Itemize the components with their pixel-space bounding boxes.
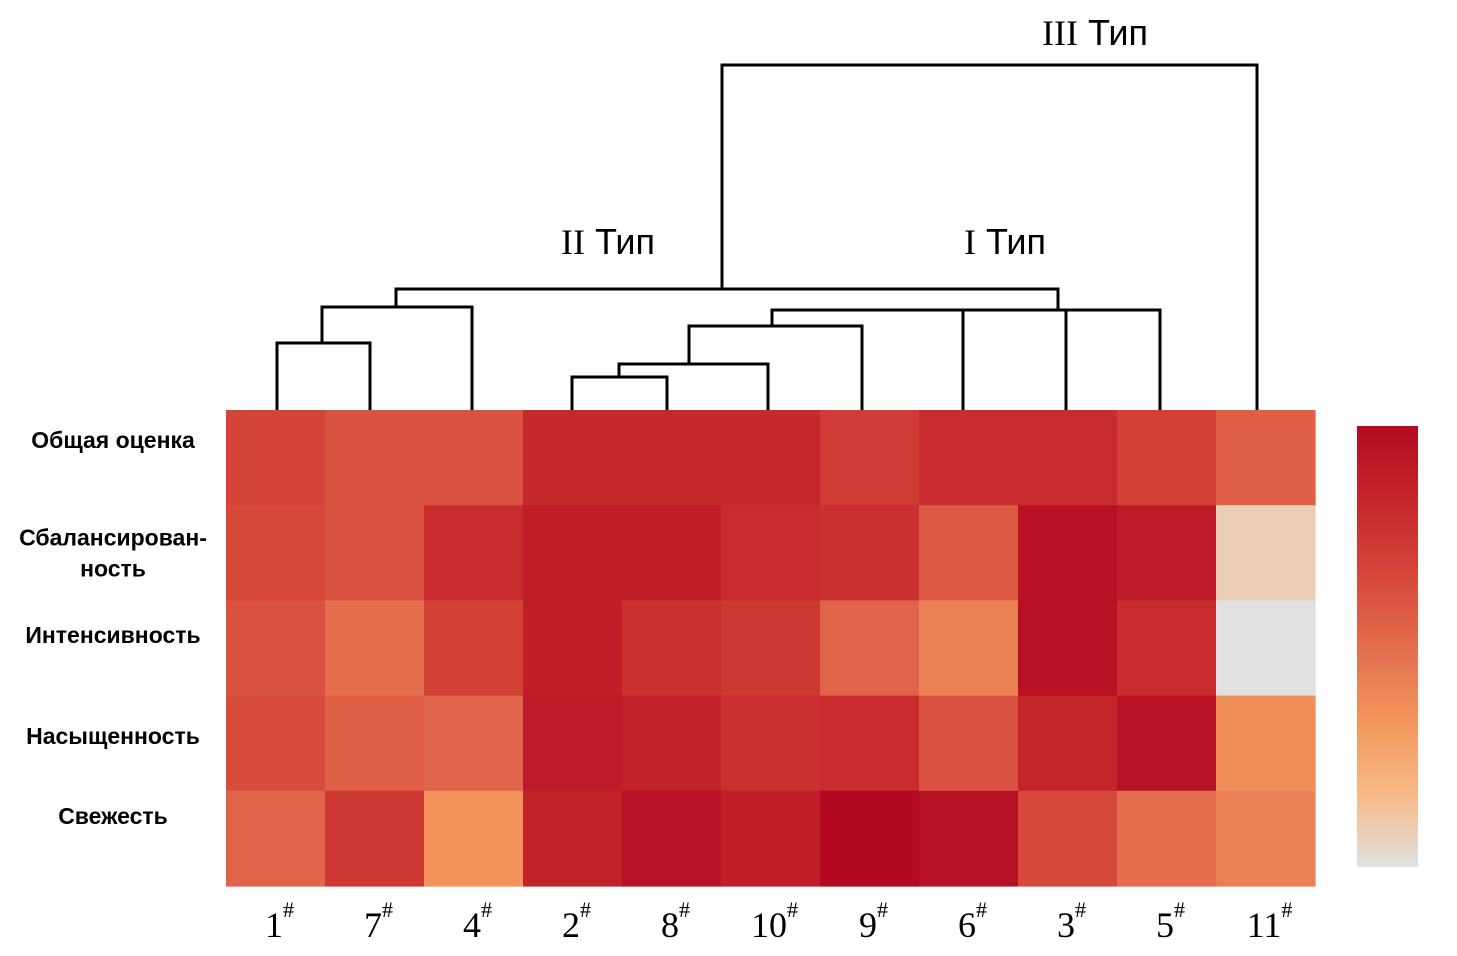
column-label: 11#: [1247, 897, 1293, 945]
dendrogram-branch: [394, 287, 1060, 310]
row-label: Сбалансирован-ность: [19, 525, 207, 582]
dendrogram-branch: [720, 63, 1259, 410]
heatmap-cell: [424, 695, 524, 792]
heatmap-cell: [1117, 505, 1217, 601]
dendrogram-branch: [275, 341, 372, 410]
heatmap-cell: [721, 790, 821, 887]
heatmap-cell: [1117, 790, 1217, 887]
dendrogram-branch: [320, 305, 474, 410]
heatmap-cell: [622, 600, 722, 697]
heatmap-cell: [226, 695, 326, 792]
heatmap-cell: [622, 695, 722, 792]
heatmap-cell: [226, 600, 326, 697]
heatmap-cell: [919, 695, 1019, 792]
heatmap-cell: [523, 695, 623, 792]
column-labels: 1# 7# 4# 2# 8# 10# 9# 6# 3# 5# 11#: [265, 897, 1292, 945]
dendrogram-branch: [570, 375, 669, 410]
row-label: Интенсивность: [25, 622, 200, 648]
heatmap-cell: [919, 410, 1019, 506]
heatmap-cell: [325, 790, 425, 887]
cluster-type-label: III Тип: [1042, 12, 1148, 53]
heatmap-cell: [820, 695, 920, 792]
dendrogram-branch: [687, 324, 864, 410]
heatmap-cell: [622, 505, 722, 601]
heatmap-cell: [226, 410, 326, 506]
heatmap-cell: [523, 790, 623, 887]
heatmap-cell: [1018, 410, 1118, 506]
heatmap-cell: [1018, 600, 1118, 697]
heatmap-cell: [424, 790, 524, 887]
heatmap-cell: [523, 600, 623, 697]
row-label: Общая оценка: [31, 427, 195, 453]
heatmap-cell: [1216, 410, 1316, 506]
column-label: 2#: [562, 897, 591, 945]
column-label: 4#: [463, 897, 492, 945]
heatmap-cell: [325, 410, 425, 506]
dendrogram-branch: [770, 308, 1162, 410]
heatmap-cell: [721, 410, 821, 506]
heatmap-cell: [1117, 695, 1217, 792]
heatmap-cell: [226, 505, 326, 601]
heatmap-cell: [1216, 600, 1316, 697]
heatmap-cell: [622, 410, 722, 506]
column-label: 7#: [364, 897, 393, 945]
colorbar: [1357, 426, 1418, 867]
heatmap-cell: [820, 600, 920, 697]
heatmap-cell: [325, 695, 425, 792]
heatmap-cell: [622, 790, 722, 887]
heatmap-cell: [919, 790, 1019, 887]
dendrogram: [275, 63, 1259, 410]
heatmap-cell: [820, 790, 920, 887]
column-label: 8#: [661, 897, 690, 945]
heatmap-cell: [325, 600, 425, 697]
row-labels: Общая оценка Сбалансирован-ность Интенсивн…: [19, 427, 207, 829]
heatmap-cell: [820, 505, 920, 601]
heatmap-cell: [1117, 410, 1217, 506]
heatmap-cell: [919, 600, 1019, 697]
heatmap-cell: [721, 695, 821, 792]
heatmap-cell: [424, 505, 524, 601]
row-label: Свежесть: [58, 803, 168, 829]
cluster-type-labels: III Тип II Тип I Тип: [561, 12, 1148, 262]
dendrogram-branch: [617, 362, 770, 410]
heatmap-cells: [226, 410, 1316, 887]
heatmap-cell: [325, 505, 425, 601]
heatmap-cell: [226, 790, 326, 887]
column-label: 5#: [1156, 897, 1185, 945]
column-label: 3#: [1057, 897, 1086, 945]
heatmap-cell: [1018, 695, 1118, 792]
heatmap-cell: [1117, 600, 1217, 697]
heatmap-cell: [1018, 505, 1118, 601]
heatmap-cell: [1216, 695, 1316, 792]
cluster-type-label: II Тип: [561, 221, 655, 262]
heatmap-cell: [523, 410, 623, 506]
heatmap-cell: [820, 410, 920, 506]
heatmap-cell: [424, 600, 524, 697]
column-label: 6#: [958, 897, 987, 945]
heatmap-cell: [1216, 790, 1316, 887]
row-label: Насыщенность: [26, 723, 200, 749]
heatmap-cell: [919, 505, 1019, 601]
column-label: 1#: [265, 897, 294, 945]
heatmap-cell: [424, 410, 524, 506]
heatmap-cell: [721, 600, 821, 697]
heatmap-cell: [1018, 790, 1118, 887]
heatmap-cell: [721, 505, 821, 601]
heatmap-cell: [1216, 505, 1316, 601]
heatmap-cell: [523, 505, 623, 601]
column-label: 9#: [859, 897, 888, 945]
cluster-type-label: I Тип: [964, 221, 1046, 262]
column-label: 10#: [751, 897, 798, 945]
